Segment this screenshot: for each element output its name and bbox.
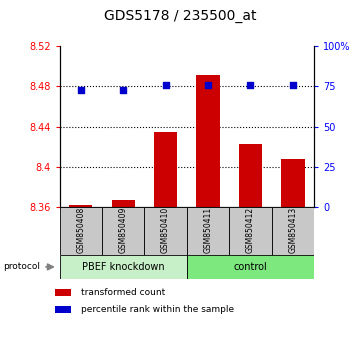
FancyBboxPatch shape [60,255,187,279]
Point [248,82,253,87]
Bar [239,144,262,207]
FancyBboxPatch shape [187,255,314,279]
FancyBboxPatch shape [144,207,187,255]
Point [290,82,296,87]
FancyBboxPatch shape [60,207,102,255]
Bar [154,132,177,207]
Text: percentile rank within the sample: percentile rank within the sample [81,305,234,314]
FancyBboxPatch shape [229,207,272,255]
Text: PBEF knockdown: PBEF knockdown [82,262,165,272]
Text: GSM850409: GSM850409 [119,207,128,253]
Bar [69,205,92,207]
Text: protocol: protocol [4,262,40,272]
FancyBboxPatch shape [102,207,144,255]
Text: GSM850410: GSM850410 [161,207,170,253]
Bar [196,75,220,207]
Text: GSM850411: GSM850411 [204,207,213,253]
Bar [112,200,135,207]
FancyBboxPatch shape [272,207,314,255]
Point [163,82,169,87]
Point [205,82,211,87]
Text: transformed count: transformed count [81,288,165,297]
Point [78,87,84,92]
Bar [55,289,71,296]
Text: GSM850413: GSM850413 [288,207,297,253]
FancyBboxPatch shape [187,207,229,255]
Text: control: control [234,262,267,272]
Point [120,87,126,92]
Text: GSM850412: GSM850412 [246,207,255,253]
Text: GDS5178 / 235500_at: GDS5178 / 235500_at [104,9,257,23]
Bar [281,159,305,207]
Bar [55,306,71,313]
Text: GSM850408: GSM850408 [76,207,85,253]
